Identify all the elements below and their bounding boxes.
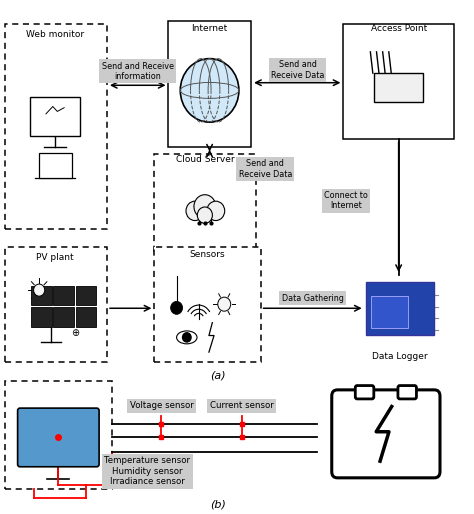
Text: Access Point: Access Point xyxy=(371,24,427,33)
Bar xyxy=(168,21,251,147)
Bar xyxy=(38,153,72,178)
Bar xyxy=(366,282,434,335)
Text: ⊕: ⊕ xyxy=(71,328,79,338)
Text: Sensors: Sensors xyxy=(190,250,225,259)
FancyBboxPatch shape xyxy=(356,386,374,399)
Text: Current sensor: Current sensor xyxy=(210,401,273,410)
Circle shape xyxy=(218,297,231,311)
Text: Send and
Receive Data: Send and Receive Data xyxy=(271,60,324,80)
Text: Data Logger: Data Logger xyxy=(372,353,428,361)
Bar xyxy=(31,286,52,305)
Text: Temperature sensor
Humidity sensor
Irradiance sensor: Temperature sensor Humidity sensor Irrad… xyxy=(104,456,190,486)
Circle shape xyxy=(180,59,239,122)
Bar xyxy=(155,247,261,362)
Bar xyxy=(343,24,455,139)
Text: Web monitor: Web monitor xyxy=(26,29,84,39)
Bar xyxy=(30,97,80,136)
Circle shape xyxy=(197,207,212,224)
Circle shape xyxy=(34,284,45,296)
FancyBboxPatch shape xyxy=(18,408,99,467)
Text: (b): (b) xyxy=(210,499,226,509)
Bar xyxy=(31,307,52,327)
Text: Connect to
Internet: Connect to Internet xyxy=(324,191,368,210)
Text: (a): (a) xyxy=(210,371,226,381)
Bar xyxy=(76,286,96,305)
Bar xyxy=(54,307,74,327)
Text: Data Gathering: Data Gathering xyxy=(282,293,344,303)
Text: PV plant: PV plant xyxy=(36,252,74,262)
Bar xyxy=(371,296,408,328)
FancyBboxPatch shape xyxy=(332,390,440,478)
Circle shape xyxy=(194,195,216,218)
Text: Voltage sensor: Voltage sensor xyxy=(129,401,193,410)
Circle shape xyxy=(207,201,225,221)
Text: Cloud Server: Cloud Server xyxy=(175,155,234,164)
Text: Send and Receive
information: Send and Receive information xyxy=(102,62,174,81)
Ellipse shape xyxy=(177,331,197,344)
Bar xyxy=(5,24,107,229)
Bar xyxy=(5,247,107,362)
Text: Internet: Internet xyxy=(191,24,228,33)
Bar xyxy=(374,73,423,102)
Bar xyxy=(76,307,96,327)
Bar xyxy=(54,286,74,305)
Circle shape xyxy=(182,333,191,342)
Circle shape xyxy=(186,201,204,221)
Bar xyxy=(5,381,112,489)
FancyBboxPatch shape xyxy=(398,386,417,399)
Bar xyxy=(155,155,256,254)
Text: Send and
Receive Data: Send and Receive Data xyxy=(239,159,292,178)
Circle shape xyxy=(171,301,182,314)
